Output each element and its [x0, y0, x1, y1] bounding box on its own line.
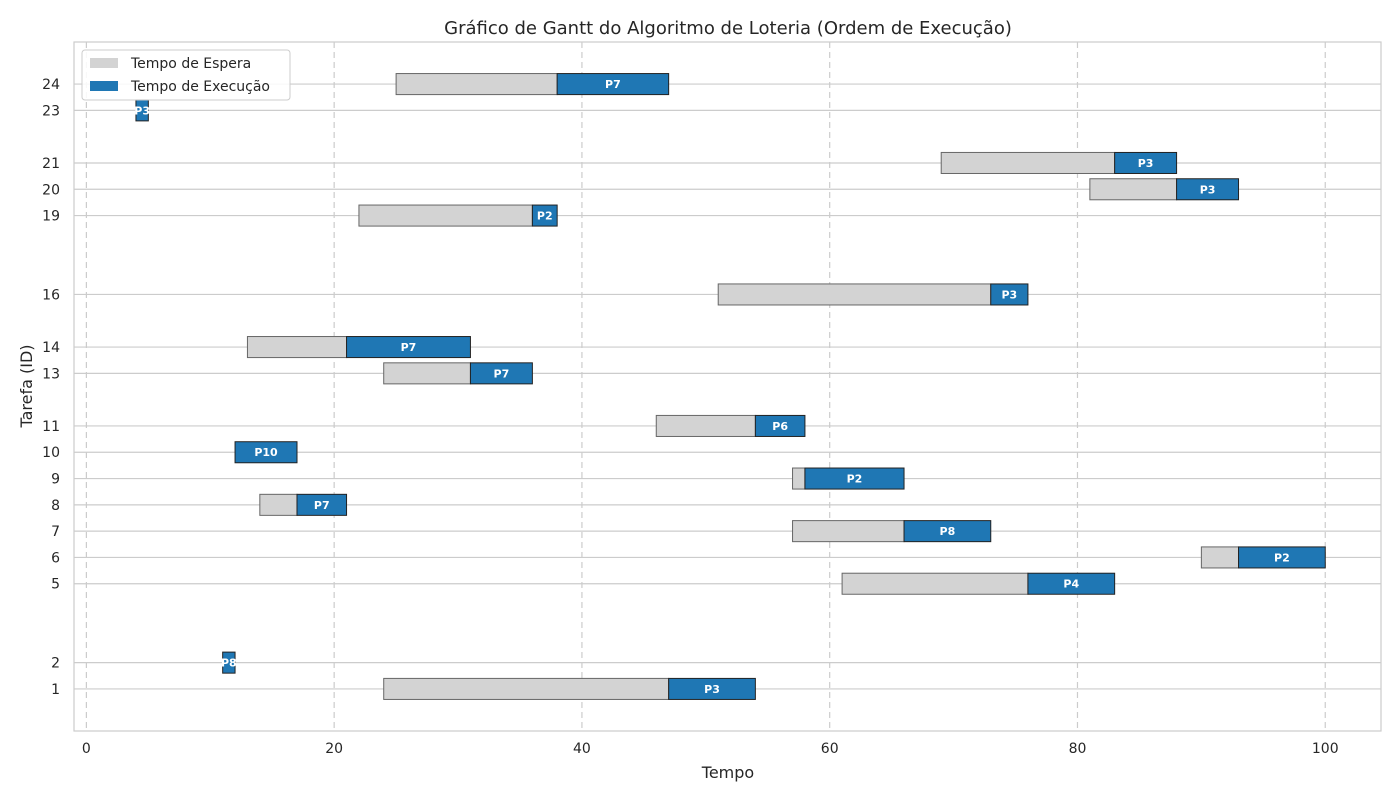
exec-bar-label: P7 — [401, 341, 417, 354]
exec-bar-label: P8 — [940, 525, 956, 538]
wait-bar — [358, 204, 533, 227]
y-tick-label: 10 — [42, 445, 60, 461]
x-tick-label: 0 — [82, 741, 91, 757]
exec-bar — [346, 336, 471, 359]
plot-frame — [73, 41, 1382, 732]
y-tick-label: 7 — [51, 524, 60, 540]
y-tick-label: 6 — [51, 550, 60, 566]
x-tick-label: 60 — [821, 741, 839, 757]
exec-bar — [903, 520, 992, 543]
exec-bar-label: P3 — [134, 104, 150, 117]
y-tick-label: 5 — [51, 577, 60, 593]
wait-bar — [940, 151, 1116, 174]
wait-bar — [717, 283, 992, 306]
legend-label-execucao: Tempo de Execução — [130, 79, 270, 95]
exec-bar-label: P3 — [704, 683, 720, 696]
chart-title: Gráfico de Gantt do Algoritmo de Loteria… — [444, 18, 1012, 39]
wait-bar — [792, 467, 806, 490]
exec-bar-label: P6 — [772, 420, 788, 433]
exec-bar-label: P7 — [314, 499, 330, 512]
y-tick-label: 23 — [42, 103, 60, 119]
wait-bar — [383, 677, 670, 700]
exec-bar — [1176, 178, 1240, 201]
bars: P3 P8 P4 P2 P8 P7 P2 P10 P6 P7 P7 P3 P2 P3 P3 P3 P7 — [134, 73, 1326, 700]
legend-swatch-execucao — [90, 81, 118, 91]
exec-bar-label: P10 — [254, 446, 278, 459]
exec-bar — [234, 441, 298, 464]
y-tick-label: 9 — [51, 472, 60, 488]
legend: Tempo de Espera Tempo de Execução — [81, 49, 291, 101]
y-tick-label: 20 — [42, 182, 60, 198]
y-tick-label: 24 — [42, 77, 60, 93]
legend-box — [81, 49, 291, 101]
exec-bar — [990, 283, 1029, 306]
wait-bar — [246, 336, 348, 359]
wait-bar — [259, 493, 298, 516]
x-tick-label: 100 — [1312, 741, 1339, 757]
y-tick-label: 1 — [51, 682, 60, 698]
exec-bar-label: P2 — [537, 210, 553, 223]
y-tick-label: 13 — [42, 366, 60, 382]
exec-bar — [556, 73, 670, 96]
legend-label-espera: Tempo de Espera — [130, 56, 251, 72]
grid — [74, 42, 1381, 731]
y-axis-label: Tarefa (ID) — [17, 344, 36, 428]
exec-bar — [1238, 546, 1326, 569]
y-tick-label: 14 — [42, 340, 60, 356]
y-tick-label: 2 — [51, 656, 60, 672]
exec-bar — [296, 493, 348, 516]
legend-swatch-espera — [90, 58, 118, 68]
exec-bar-label: P3 — [1001, 288, 1017, 301]
exec-bar — [804, 467, 905, 490]
wait-bar — [655, 414, 756, 437]
exec-bar — [1114, 151, 1178, 174]
y-tick-label: 8 — [51, 498, 60, 514]
exec-bar — [668, 677, 756, 700]
exec-bar — [531, 204, 558, 227]
wait-bar — [792, 520, 905, 543]
exec-bar — [1027, 572, 1116, 595]
exec-bar-label: P3 — [1138, 157, 1154, 170]
ticks: 0 20 40 60 80 100 1 2 5 6 7 8 9 10 11 13 14 16 19 20 21 23 24 — [42, 77, 1338, 757]
x-tick-label: 20 — [325, 741, 343, 757]
wait-bar — [395, 73, 558, 96]
exec-bar-label: P7 — [605, 78, 621, 91]
y-tick-label: 19 — [42, 209, 60, 225]
exec-bar-label: P4 — [1063, 578, 1079, 591]
exec-bar-label: P8 — [221, 657, 237, 670]
wait-bar — [841, 572, 1029, 595]
x-tick-label: 40 — [573, 741, 591, 757]
wait-bar — [1089, 178, 1178, 201]
exec-bar-label: P7 — [494, 367, 510, 380]
y-tick-label: 21 — [42, 156, 60, 172]
exec-bar-label: P2 — [1274, 551, 1290, 564]
exec-bar — [754, 414, 806, 437]
wait-bar — [383, 362, 471, 385]
exec-bar — [222, 651, 236, 674]
x-tick-label: 80 — [1069, 741, 1087, 757]
y-tick-label: 11 — [42, 419, 60, 435]
x-axis-label: Tempo — [701, 763, 754, 782]
exec-bar-label: P2 — [847, 473, 863, 486]
exec-bar — [469, 362, 533, 385]
wait-bar — [1200, 546, 1240, 569]
y-tick-label: 16 — [42, 287, 60, 303]
exec-bar-label: P3 — [1200, 183, 1216, 196]
